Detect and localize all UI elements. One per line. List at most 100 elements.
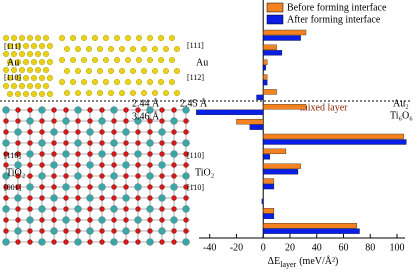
atom	[123, 173, 129, 179]
atom	[111, 162, 117, 168]
atom	[75, 162, 81, 168]
atom	[171, 107, 177, 113]
atom	[135, 129, 141, 135]
atom	[135, 228, 141, 234]
atom	[3, 151, 9, 157]
atom	[39, 195, 45, 201]
atom	[39, 162, 45, 168]
atom	[27, 140, 33, 146]
au-atom	[47, 59, 54, 66]
au-atom	[3, 82, 9, 89]
au-atom	[3, 51, 9, 58]
atom	[75, 129, 81, 135]
direction-label: [111]	[4, 42, 21, 51]
atom	[159, 173, 165, 179]
atom	[135, 162, 141, 168]
atom	[182, 238, 190, 246]
atom	[87, 151, 93, 157]
atom	[27, 107, 33, 113]
legend-swatch	[266, 14, 284, 25]
atom	[111, 129, 117, 135]
atom	[38, 106, 46, 114]
legend: Before forming interface After forming i…	[266, 2, 387, 25]
atom	[27, 195, 33, 201]
atom	[38, 238, 46, 246]
atom	[170, 150, 178, 158]
direction-label: [110]	[4, 73, 21, 82]
atom	[26, 216, 34, 224]
atom	[3, 118, 9, 124]
atom	[158, 128, 166, 136]
direction-label: [1̄10]	[187, 183, 204, 192]
atom	[3, 217, 9, 223]
atom	[2, 205, 10, 213]
atom	[111, 195, 117, 201]
atom	[135, 140, 141, 146]
bar	[263, 50, 283, 56]
au-atom	[19, 66, 26, 73]
atom	[63, 107, 69, 113]
x-tick-label: -40	[203, 242, 216, 253]
atom	[74, 106, 82, 114]
au-atom	[107, 89, 114, 96]
atom	[3, 162, 9, 168]
atom	[147, 151, 153, 157]
direction-label: [110]	[4, 151, 21, 160]
au-atom	[69, 57, 76, 64]
x-axis-label: ΔElayer (meV/Å²)	[268, 255, 339, 269]
au-atom	[113, 57, 120, 64]
atom	[134, 150, 142, 158]
atom	[99, 140, 105, 146]
au-atom	[118, 67, 125, 74]
atom	[99, 206, 105, 212]
material-label: TiO₂	[6, 167, 25, 178]
atom	[99, 162, 105, 168]
atom	[75, 151, 81, 157]
atom	[170, 183, 178, 191]
au-atom	[151, 89, 158, 96]
atom	[159, 239, 165, 245]
atom	[38, 172, 46, 180]
au-atom	[6, 74, 13, 81]
atom	[111, 118, 117, 124]
atom	[183, 118, 189, 124]
atom	[27, 129, 33, 135]
atom	[159, 118, 165, 124]
au-atom	[27, 66, 34, 73]
au-atom	[6, 59, 13, 66]
atom	[2, 139, 10, 147]
bar	[263, 183, 275, 190]
atom	[123, 217, 129, 223]
atom	[122, 128, 130, 136]
atom	[158, 227, 166, 235]
atom	[123, 140, 129, 146]
atom	[183, 195, 189, 201]
atom	[123, 184, 129, 190]
au-atom	[96, 89, 103, 96]
au-atom	[140, 46, 147, 53]
atom	[87, 140, 93, 146]
distance-label: 3.46 Å	[132, 110, 160, 122]
atom	[158, 194, 166, 202]
au-atom	[35, 82, 42, 89]
au-atom	[173, 46, 180, 53]
atom	[147, 162, 153, 168]
bar	[263, 178, 275, 184]
au-atom	[135, 78, 142, 85]
au-atom	[91, 78, 98, 85]
au-atom	[173, 67, 180, 74]
structure	[2, 35, 190, 246]
au-atom	[35, 66, 42, 73]
atom	[87, 239, 93, 245]
atom	[3, 184, 9, 190]
atom	[74, 139, 82, 147]
atom	[135, 195, 141, 201]
atom	[111, 184, 117, 190]
atom	[3, 129, 9, 135]
legend-label: Before forming interface	[287, 2, 387, 13]
x-tick-label: 60	[338, 242, 348, 253]
atom	[183, 184, 189, 190]
atom	[159, 206, 165, 212]
au-atom	[173, 89, 180, 96]
atom	[63, 173, 69, 179]
